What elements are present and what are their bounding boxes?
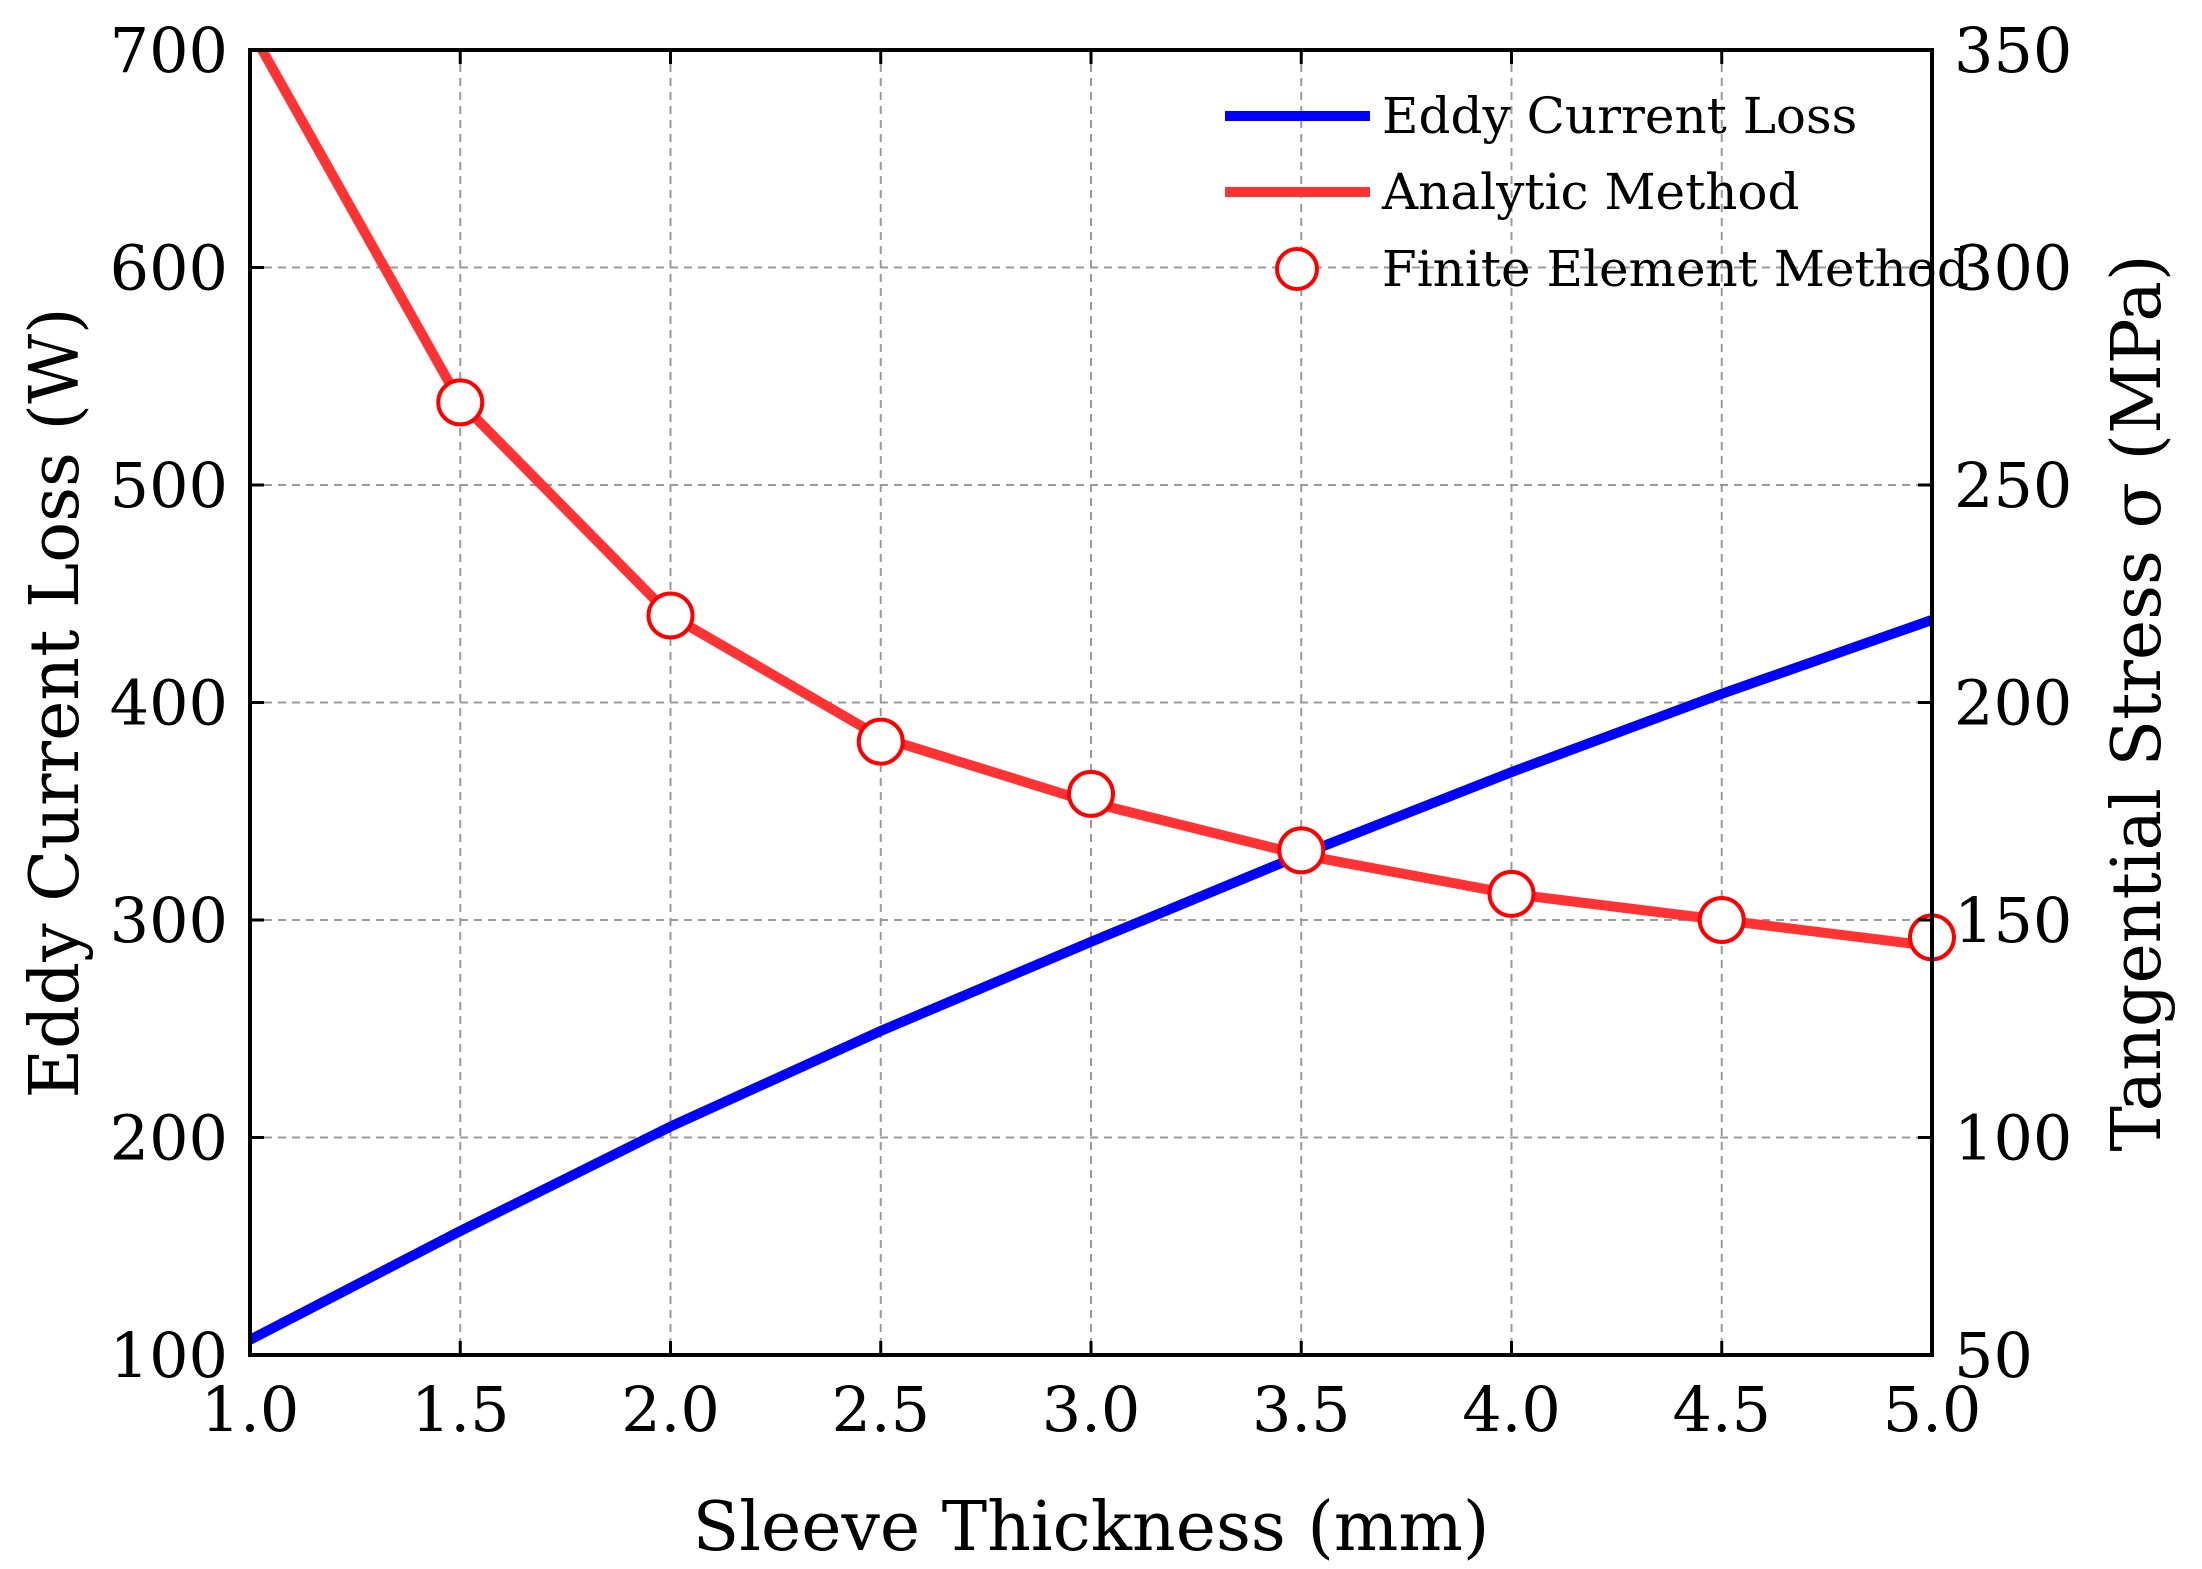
y2-tick-label: 100 — [1954, 1102, 2072, 1175]
y-tick-label: 700 — [110, 14, 228, 87]
y-axis-title: Eddy Current Loss (W) — [16, 308, 95, 1099]
legend-marker-finite-element-method — [1275, 247, 1319, 291]
y2-tick-label: 200 — [1954, 667, 2072, 740]
y-tick-label: 500 — [110, 449, 228, 522]
data-point-finite-element-method — [1277, 826, 1326, 875]
y-tick-label: 100 — [110, 1319, 228, 1392]
legend-label-finite-element-method: Finite Element Method — [1382, 240, 1969, 298]
data-point-finite-element-method — [1067, 769, 1115, 818]
y2-tick-label: 350 — [1954, 14, 2072, 87]
y-tick-label: 200 — [110, 1102, 228, 1175]
y2-tick-label: 150 — [1954, 884, 2072, 957]
x-tick-label: 4.0 — [1462, 1373, 1561, 1446]
y2-tick-label: 250 — [1954, 449, 2072, 522]
legend-label-analytic-method: Analytic Method — [1381, 163, 1800, 221]
x-tick-label: 1.5 — [411, 1373, 510, 1446]
y2-axis-title: Tangential Stress σ (MPa) — [2098, 255, 2177, 1152]
x-axis-tick-labels: 1.0 1.5 2.0 2.5 3.0 3.5 4.0 4.5 5.0 — [201, 1373, 1982, 1446]
axis-ticks — [248, 48, 1934, 1357]
y2-axis-tick-labels: 50 100 150 200 250 300 350 — [1954, 14, 2072, 1392]
x-tick-label: 2.5 — [831, 1373, 930, 1446]
data-point-finite-element-method — [856, 717, 905, 766]
x-tick-label: 1.0 — [201, 1373, 300, 1446]
x-tick-label: 3.5 — [1252, 1373, 1351, 1446]
y-tick-label: 400 — [110, 667, 228, 740]
y2-tick-label: 300 — [1954, 232, 2072, 305]
data-point-finite-element-method — [1697, 896, 1746, 944]
y2-tick-label: 50 — [1954, 1319, 2033, 1392]
x-tick-label: 4.5 — [1672, 1373, 1771, 1446]
y-axis-tick-labels: 100 200 300 400 500 600 700 — [110, 14, 228, 1392]
grid — [250, 50, 1932, 1355]
x-tick-label: 5.0 — [1883, 1373, 1982, 1446]
x-tick-label: 3.0 — [1042, 1373, 1141, 1446]
plot-markers — [436, 378, 1956, 962]
data-point-finite-element-method — [436, 378, 485, 427]
data-point-finite-element-method — [1487, 869, 1536, 918]
series-line-eddy-current-loss — [250, 614, 1932, 1345]
legend-label-eddy-current-loss: Eddy Current Loss — [1382, 87, 1857, 145]
x-tick-label: 2.0 — [621, 1373, 720, 1446]
data-point-finite-element-method — [646, 591, 695, 640]
x-axis-title: Sleeve Thickness (mm) — [693, 1488, 1490, 1567]
legend: Eddy Current Loss Analytic Method Finite… — [1225, 87, 1969, 298]
y-tick-label: 600 — [110, 232, 228, 305]
y-tick-label: 300 — [110, 884, 228, 957]
